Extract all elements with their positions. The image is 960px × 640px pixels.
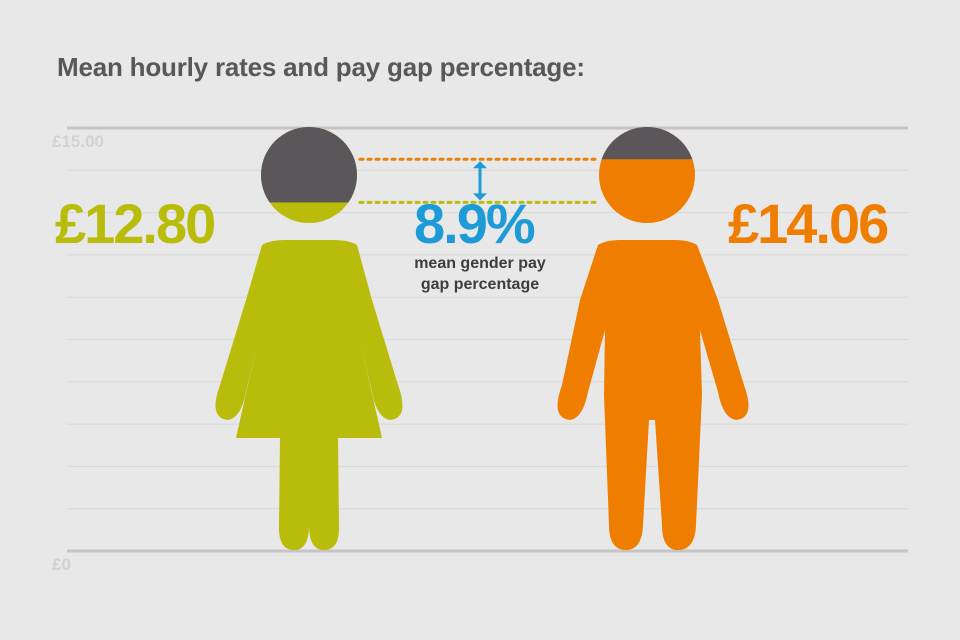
gap-caption: mean gender pay gap percentage [414,255,546,293]
woman-body [215,240,403,550]
woman-head-unfilled [261,127,357,203]
women-value-label: £12.80 [55,192,216,255]
gap-percentage: 8.9% [414,192,536,255]
woman-figure-icon [215,127,403,550]
chart-title: Mean hourly rates and pay gap percentage… [57,52,585,82]
men-value-label: £14.06 [728,192,889,255]
man-head-unfilled [599,127,695,160]
axis-tick-label-top: £15.00 [52,132,104,151]
gap-connector-lines [358,157,600,204]
gridlines [67,169,908,510]
axis-tick-label-bottom: £0 [52,555,71,574]
man-body [557,240,749,550]
double-arrow-vertical-icon [473,161,487,201]
man-figure-icon [557,127,749,550]
